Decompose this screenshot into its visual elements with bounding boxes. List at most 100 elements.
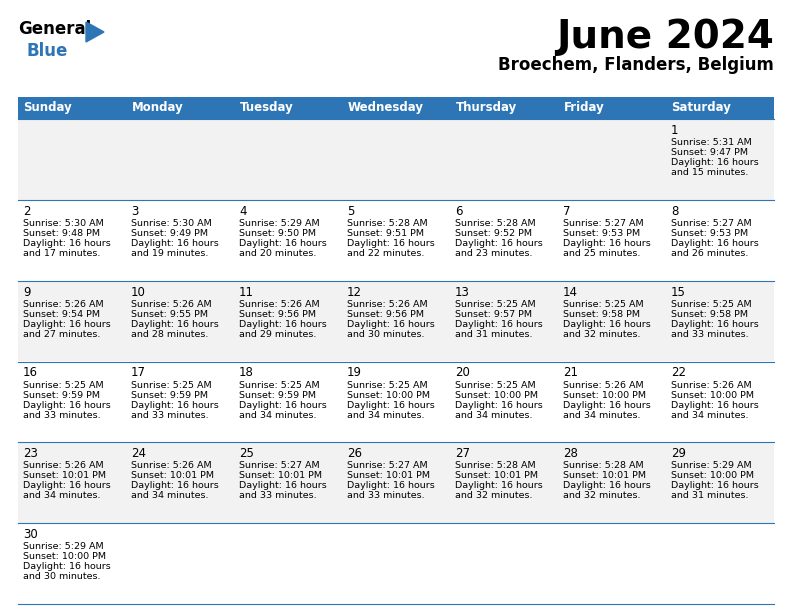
Text: Daylight: 16 hours: Daylight: 16 hours (563, 239, 651, 248)
Text: Sunrise: 5:26 AM: Sunrise: 5:26 AM (347, 300, 428, 308)
Text: and 34 minutes.: and 34 minutes. (23, 491, 101, 501)
Text: Sunrise: 5:25 AM: Sunrise: 5:25 AM (131, 381, 211, 389)
Text: and 17 minutes.: and 17 minutes. (23, 249, 101, 258)
Text: 30: 30 (23, 528, 38, 541)
Text: Sunset: 10:01 PM: Sunset: 10:01 PM (455, 471, 538, 480)
Text: Sunrise: 5:30 AM: Sunrise: 5:30 AM (23, 219, 104, 228)
Text: Monday: Monday (131, 102, 183, 114)
Text: Sunset: 10:01 PM: Sunset: 10:01 PM (239, 471, 322, 480)
Text: Sunrise: 5:27 AM: Sunrise: 5:27 AM (563, 219, 644, 228)
Text: General: General (18, 20, 91, 38)
Bar (126, 97, 234, 119)
Bar (234, 97, 342, 119)
Text: and 32 minutes.: and 32 minutes. (455, 491, 532, 501)
Text: Sunrise: 5:26 AM: Sunrise: 5:26 AM (131, 461, 211, 471)
Text: Thursday: Thursday (455, 102, 516, 114)
Text: Sunrise: 5:31 AM: Sunrise: 5:31 AM (671, 138, 752, 147)
Text: Sunset: 10:01 PM: Sunset: 10:01 PM (347, 471, 430, 480)
Text: and 29 minutes.: and 29 minutes. (239, 330, 316, 338)
Text: Sunset: 9:49 PM: Sunset: 9:49 PM (131, 229, 208, 238)
Text: Sunrise: 5:27 AM: Sunrise: 5:27 AM (239, 461, 320, 471)
Text: Daylight: 16 hours: Daylight: 16 hours (239, 319, 327, 329)
Text: Sunset: 10:00 PM: Sunset: 10:00 PM (455, 390, 538, 400)
Text: and 27 minutes.: and 27 minutes. (23, 330, 101, 338)
Text: Sunrise: 5:28 AM: Sunrise: 5:28 AM (347, 219, 428, 228)
Text: Daylight: 16 hours: Daylight: 16 hours (23, 562, 111, 571)
Bar (18, 523, 774, 604)
Bar (666, 97, 774, 119)
Text: Sunrise: 5:26 AM: Sunrise: 5:26 AM (23, 461, 104, 471)
Text: and 34 minutes.: and 34 minutes. (563, 411, 641, 419)
Text: and 34 minutes.: and 34 minutes. (347, 411, 425, 419)
Text: Sunset: 9:53 PM: Sunset: 9:53 PM (563, 229, 640, 238)
Text: Sunrise: 5:28 AM: Sunrise: 5:28 AM (563, 461, 644, 471)
Text: 15: 15 (671, 286, 686, 299)
Text: and 33 minutes.: and 33 minutes. (671, 330, 748, 338)
Text: Daylight: 16 hours: Daylight: 16 hours (671, 481, 759, 490)
Text: and 31 minutes.: and 31 minutes. (671, 491, 748, 501)
Text: Daylight: 16 hours: Daylight: 16 hours (455, 400, 543, 409)
Bar (18, 281, 774, 362)
Text: and 33 minutes.: and 33 minutes. (131, 411, 208, 419)
Text: Daylight: 16 hours: Daylight: 16 hours (239, 400, 327, 409)
Text: Sunrise: 5:25 AM: Sunrise: 5:25 AM (563, 300, 644, 308)
Text: Sunset: 9:58 PM: Sunset: 9:58 PM (671, 310, 748, 319)
Text: Daylight: 16 hours: Daylight: 16 hours (131, 400, 219, 409)
Text: 4: 4 (239, 205, 246, 218)
Text: Sunrise: 5:25 AM: Sunrise: 5:25 AM (239, 381, 320, 389)
Text: Sunset: 9:53 PM: Sunset: 9:53 PM (671, 229, 748, 238)
Text: and 34 minutes.: and 34 minutes. (455, 411, 532, 419)
Text: 12: 12 (347, 286, 362, 299)
Text: Daylight: 16 hours: Daylight: 16 hours (671, 319, 759, 329)
Text: Sunset: 9:52 PM: Sunset: 9:52 PM (455, 229, 532, 238)
Text: Sunrise: 5:25 AM: Sunrise: 5:25 AM (671, 300, 752, 308)
Text: 22: 22 (671, 367, 686, 379)
Text: Sunrise: 5:26 AM: Sunrise: 5:26 AM (563, 381, 644, 389)
Text: and 32 minutes.: and 32 minutes. (563, 330, 641, 338)
Text: and 33 minutes.: and 33 minutes. (347, 491, 425, 501)
Text: 26: 26 (347, 447, 362, 460)
Text: and 30 minutes.: and 30 minutes. (23, 572, 101, 581)
Text: Friday: Friday (563, 102, 604, 114)
Text: 10: 10 (131, 286, 146, 299)
Polygon shape (86, 22, 104, 42)
Text: and 33 minutes.: and 33 minutes. (23, 411, 101, 419)
Text: 18: 18 (239, 367, 254, 379)
Bar (450, 97, 558, 119)
Text: Daylight: 16 hours: Daylight: 16 hours (239, 481, 327, 490)
Bar (558, 97, 666, 119)
Text: Daylight: 16 hours: Daylight: 16 hours (131, 481, 219, 490)
Bar (18, 119, 774, 200)
Text: Daylight: 16 hours: Daylight: 16 hours (23, 481, 111, 490)
Text: Sunrise: 5:25 AM: Sunrise: 5:25 AM (347, 381, 428, 389)
Text: 16: 16 (23, 367, 38, 379)
Text: Daylight: 16 hours: Daylight: 16 hours (347, 319, 435, 329)
Text: Daylight: 16 hours: Daylight: 16 hours (455, 319, 543, 329)
Text: 27: 27 (455, 447, 470, 460)
Text: Daylight: 16 hours: Daylight: 16 hours (671, 158, 759, 167)
Text: Daylight: 16 hours: Daylight: 16 hours (563, 481, 651, 490)
Text: 5: 5 (347, 205, 354, 218)
Bar (342, 97, 450, 119)
Text: 17: 17 (131, 367, 146, 379)
Bar (18, 442, 774, 523)
Text: Sunrise: 5:30 AM: Sunrise: 5:30 AM (131, 219, 211, 228)
Text: Daylight: 16 hours: Daylight: 16 hours (23, 400, 111, 409)
Text: 21: 21 (563, 367, 578, 379)
Text: 20: 20 (455, 367, 470, 379)
Text: Daylight: 16 hours: Daylight: 16 hours (23, 239, 111, 248)
Text: Sunset: 9:47 PM: Sunset: 9:47 PM (671, 148, 748, 157)
Text: Sunrise: 5:26 AM: Sunrise: 5:26 AM (23, 300, 104, 308)
Text: 9: 9 (23, 286, 31, 299)
Text: Sunset: 9:51 PM: Sunset: 9:51 PM (347, 229, 424, 238)
Text: Daylight: 16 hours: Daylight: 16 hours (671, 400, 759, 409)
Text: Sunset: 10:00 PM: Sunset: 10:00 PM (23, 552, 106, 561)
Text: Daylight: 16 hours: Daylight: 16 hours (23, 319, 111, 329)
Text: 7: 7 (563, 205, 570, 218)
Text: and 34 minutes.: and 34 minutes. (131, 491, 208, 501)
Text: Sunset: 10:01 PM: Sunset: 10:01 PM (563, 471, 646, 480)
Text: 28: 28 (563, 447, 578, 460)
Text: Daylight: 16 hours: Daylight: 16 hours (131, 239, 219, 248)
Text: Sunrise: 5:27 AM: Sunrise: 5:27 AM (671, 219, 752, 228)
Text: Sunrise: 5:28 AM: Sunrise: 5:28 AM (455, 219, 535, 228)
